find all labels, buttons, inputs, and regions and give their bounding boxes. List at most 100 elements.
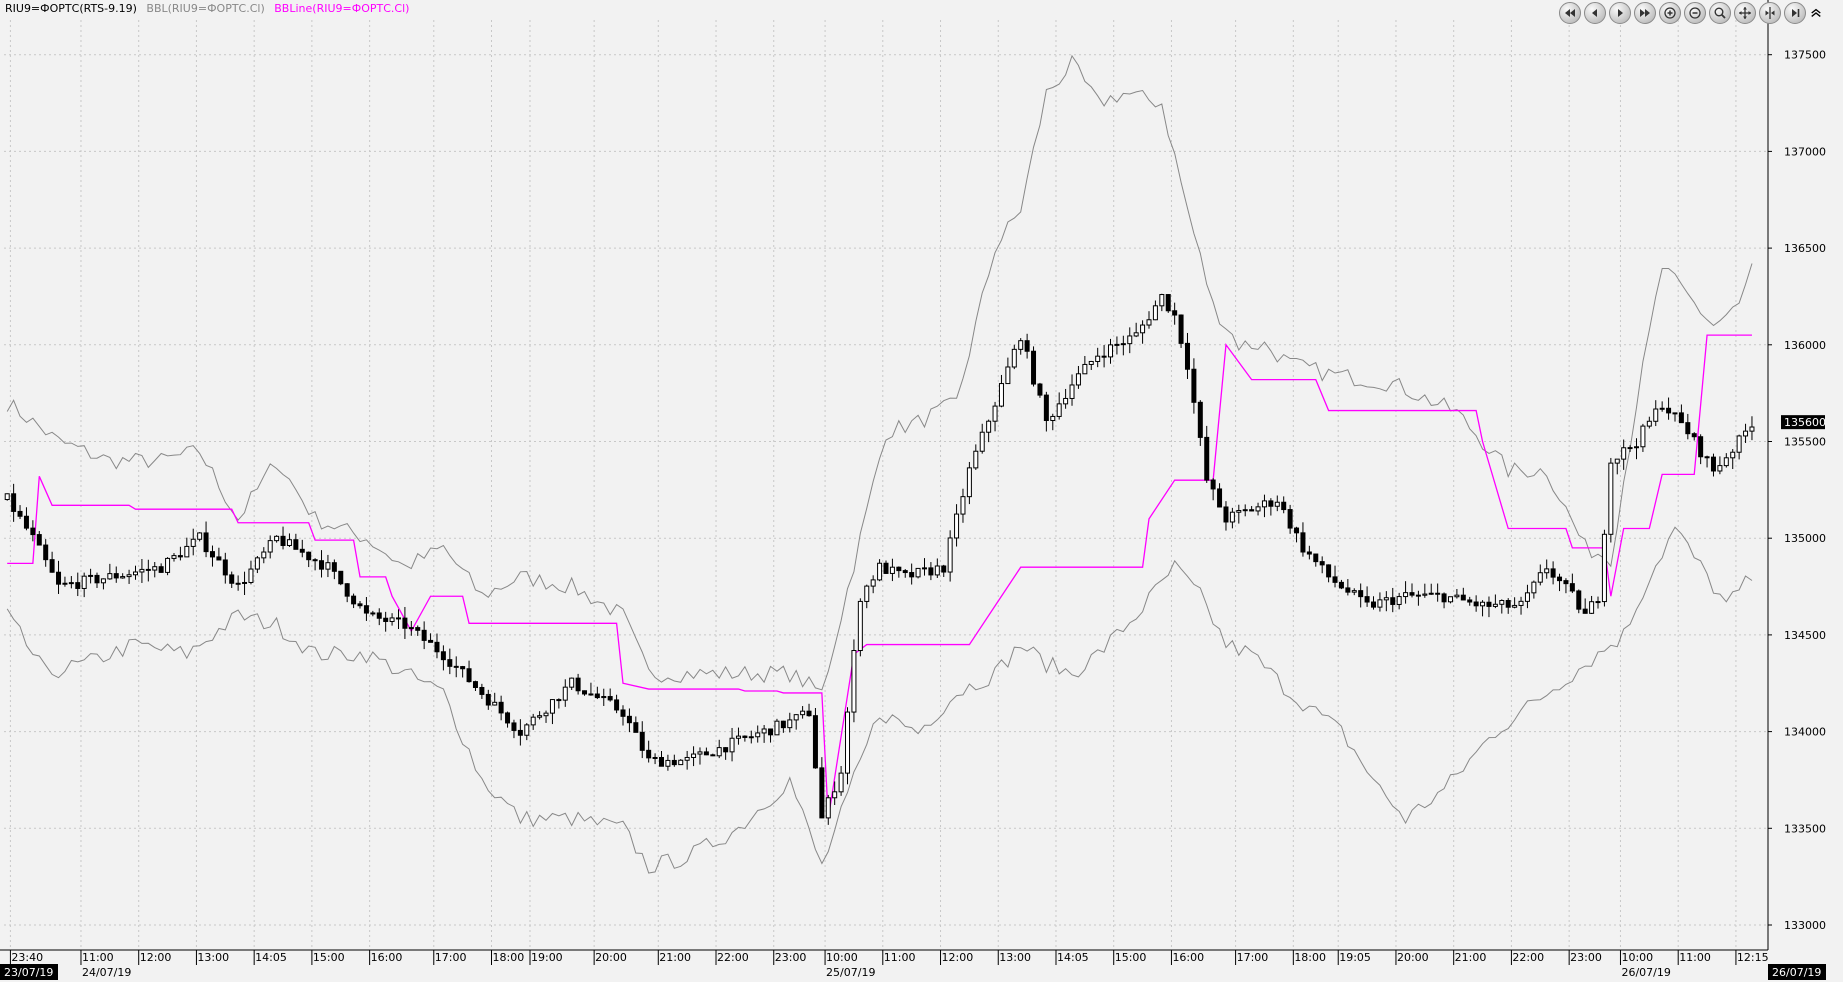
- candle-body: [1659, 407, 1665, 410]
- x-tick-label: 20:00: [595, 951, 627, 964]
- date-label: 24/07/19: [82, 966, 131, 979]
- candle-body: [479, 686, 485, 695]
- candle-body: [17, 510, 23, 517]
- candle-body: [1634, 446, 1640, 449]
- collapse-panel-button[interactable]: [1809, 6, 1823, 20]
- candle-body: [1172, 310, 1178, 316]
- candle-body: [543, 712, 549, 717]
- candle-body: [979, 431, 985, 452]
- candle-body: [838, 772, 844, 793]
- candle-body: [1358, 590, 1364, 598]
- y-tick-label: 134500: [1784, 629, 1826, 642]
- candle-body: [896, 566, 902, 572]
- collapse-panel-icon: [1811, 8, 1821, 17]
- candle-body: [1589, 601, 1595, 614]
- candle-body: [877, 562, 883, 581]
- candle-body: [113, 573, 119, 579]
- candle-body: [235, 582, 241, 585]
- candle-body: [421, 629, 427, 641]
- candle-body: [184, 545, 190, 558]
- x-tick-label: 21:00: [1455, 951, 1487, 964]
- candle-body: [1441, 593, 1447, 603]
- candle-body: [1550, 568, 1556, 578]
- zoom-in-button[interactable]: [1659, 2, 1681, 24]
- candle-body: [864, 585, 870, 602]
- candle-body: [941, 565, 947, 573]
- x-tick-label: 23:00: [775, 951, 807, 964]
- candle-body: [1313, 553, 1319, 563]
- candle-body: [216, 556, 222, 561]
- candle-body: [909, 572, 915, 578]
- candle-body: [755, 732, 761, 738]
- next-icon: [1618, 9, 1623, 17]
- candle-body: [331, 562, 337, 572]
- candle-body: [209, 551, 215, 558]
- x-tick-label: 12:15: [1737, 951, 1769, 964]
- candle-body: [1467, 599, 1473, 603]
- y-tick-label: 137500: [1784, 49, 1826, 62]
- candle-body: [395, 617, 401, 620]
- upper-band-line: [6, 54, 1753, 691]
- go-end-button[interactable]: [1784, 2, 1806, 24]
- candle-body: [530, 716, 536, 726]
- zoom-fit-button[interactable]: [1709, 2, 1731, 24]
- candle-body: [94, 574, 100, 584]
- candle-body: [639, 731, 645, 751]
- candle-body: [511, 722, 517, 731]
- candle-body: [966, 467, 972, 498]
- candle-body: [280, 535, 286, 546]
- candle-body: [447, 659, 453, 667]
- candle-body: [1024, 340, 1030, 352]
- x-tick-label: 19:00: [531, 951, 563, 964]
- candle-body: [62, 582, 68, 585]
- candle-body: [1351, 590, 1357, 593]
- zoom-out-button[interactable]: [1684, 2, 1706, 24]
- candle-body: [363, 605, 369, 614]
- next-button[interactable]: [1609, 2, 1631, 24]
- candle-body: [75, 582, 81, 589]
- candle-body: [1101, 355, 1107, 358]
- x-tick-label: 11:00: [1679, 951, 1711, 964]
- candle-body: [1268, 500, 1274, 507]
- expand-horizontal-button[interactable]: [1734, 2, 1756, 24]
- first-page-button[interactable]: [1559, 2, 1581, 24]
- candle-body: [434, 641, 440, 653]
- candle-body: [1050, 415, 1056, 422]
- candle-body: [242, 581, 248, 584]
- x-tick-label: 18:00: [493, 951, 525, 964]
- candle-body: [1601, 533, 1607, 603]
- candle-body: [36, 534, 42, 546]
- date-label: 25/07/19: [826, 966, 875, 979]
- date-label-box: [0, 964, 58, 980]
- candle-body: [588, 693, 594, 696]
- y-tick-label: 133500: [1784, 822, 1826, 835]
- candle-body: [1159, 294, 1165, 307]
- candle-body: [344, 583, 350, 597]
- candle-body: [549, 699, 555, 714]
- candle-body: [1140, 324, 1146, 334]
- candle-body: [1698, 436, 1704, 458]
- candle-body: [325, 562, 331, 570]
- last-page-button[interactable]: [1634, 2, 1656, 24]
- candle-body: [23, 515, 29, 529]
- candle-body: [1095, 355, 1101, 362]
- prev-button[interactable]: [1584, 2, 1606, 24]
- candle-body: [819, 767, 825, 819]
- y-tick-label: 133000: [1784, 919, 1826, 932]
- zoom-out-icon: [1689, 7, 1701, 19]
- candle-body: [1127, 335, 1133, 345]
- candle-body: [1005, 366, 1011, 385]
- candle-body: [132, 571, 138, 576]
- candle-body: [1396, 596, 1402, 605]
- candle-body: [120, 576, 126, 579]
- x-tick-label: 10:00: [1621, 951, 1653, 964]
- candle-body: [1672, 412, 1678, 415]
- x-tick-label: 11:00: [884, 951, 916, 964]
- compress-horizontal-button[interactable]: [1759, 2, 1781, 24]
- y-tick-label: 137000: [1784, 145, 1826, 158]
- x-tick-label: 16:00: [1172, 951, 1204, 964]
- candle-body: [729, 737, 735, 753]
- candle-body: [1390, 597, 1396, 605]
- candle-body: [165, 557, 171, 573]
